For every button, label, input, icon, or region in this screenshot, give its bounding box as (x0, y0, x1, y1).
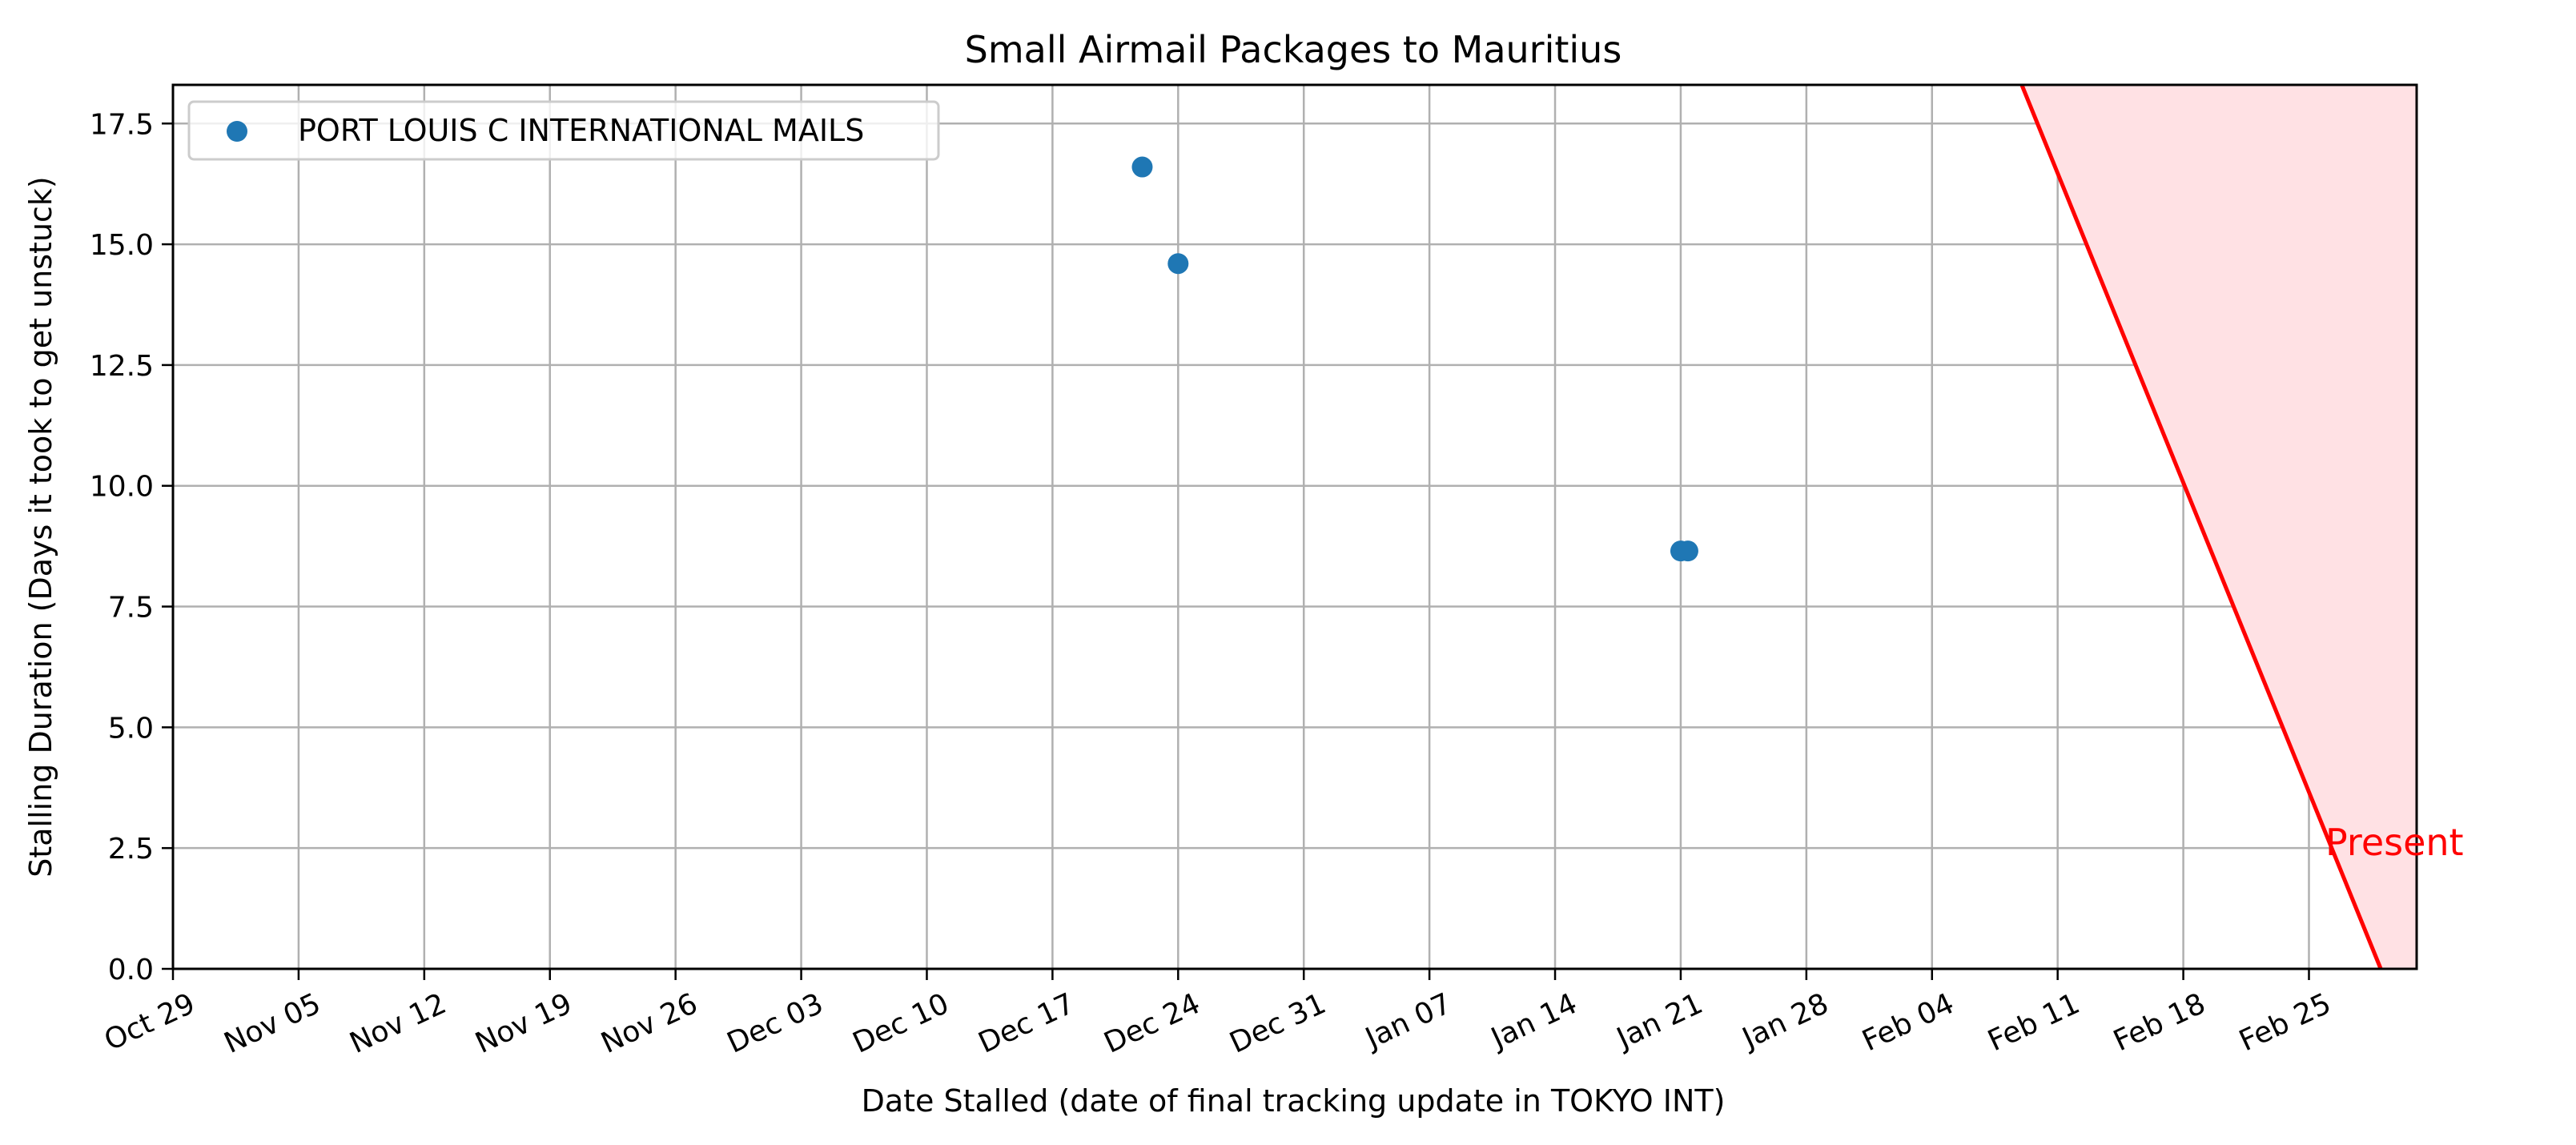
chart-title: Small Airmail Packages to Mauritius (965, 28, 1622, 71)
y-axis-label: Stalling Duration (Days it took to get u… (23, 176, 58, 878)
y-tick-label: 10.0 (90, 471, 154, 504)
y-tick-label: 12.5 (90, 350, 154, 383)
y-tick-label: 0.0 (108, 954, 154, 986)
legend-label: PORT LOUIS C INTERNATIONAL MAILS (298, 113, 864, 148)
present-line (2019, 84, 2383, 970)
legend-box (187, 100, 940, 161)
present-shade (2021, 85, 2417, 969)
plot-frame (171, 83, 2418, 970)
present-region (2019, 84, 2417, 970)
plot-border (171, 83, 2418, 970)
legend: PORT LOUIS C INTERNATIONAL MAILS (187, 100, 940, 161)
data-points (1131, 156, 1698, 562)
plot-area (173, 85, 2417, 969)
y-tick-label: 5.0 (108, 712, 154, 745)
x-axis-label: Date Stalled (date of final tracking upd… (862, 1083, 1726, 1119)
present-label: Present (2325, 821, 2464, 864)
legend-marker (227, 121, 247, 142)
scatter-point (1131, 156, 1153, 178)
plot-background (173, 85, 2417, 969)
scatter-point (1677, 540, 1698, 562)
y-tick-label: 2.5 (108, 833, 154, 866)
y-tick-label: 17.5 (90, 108, 154, 141)
y-tick-label: 7.5 (108, 592, 154, 625)
scatter-point (1167, 253, 1189, 275)
y-tick-label: 15.0 (90, 229, 154, 262)
